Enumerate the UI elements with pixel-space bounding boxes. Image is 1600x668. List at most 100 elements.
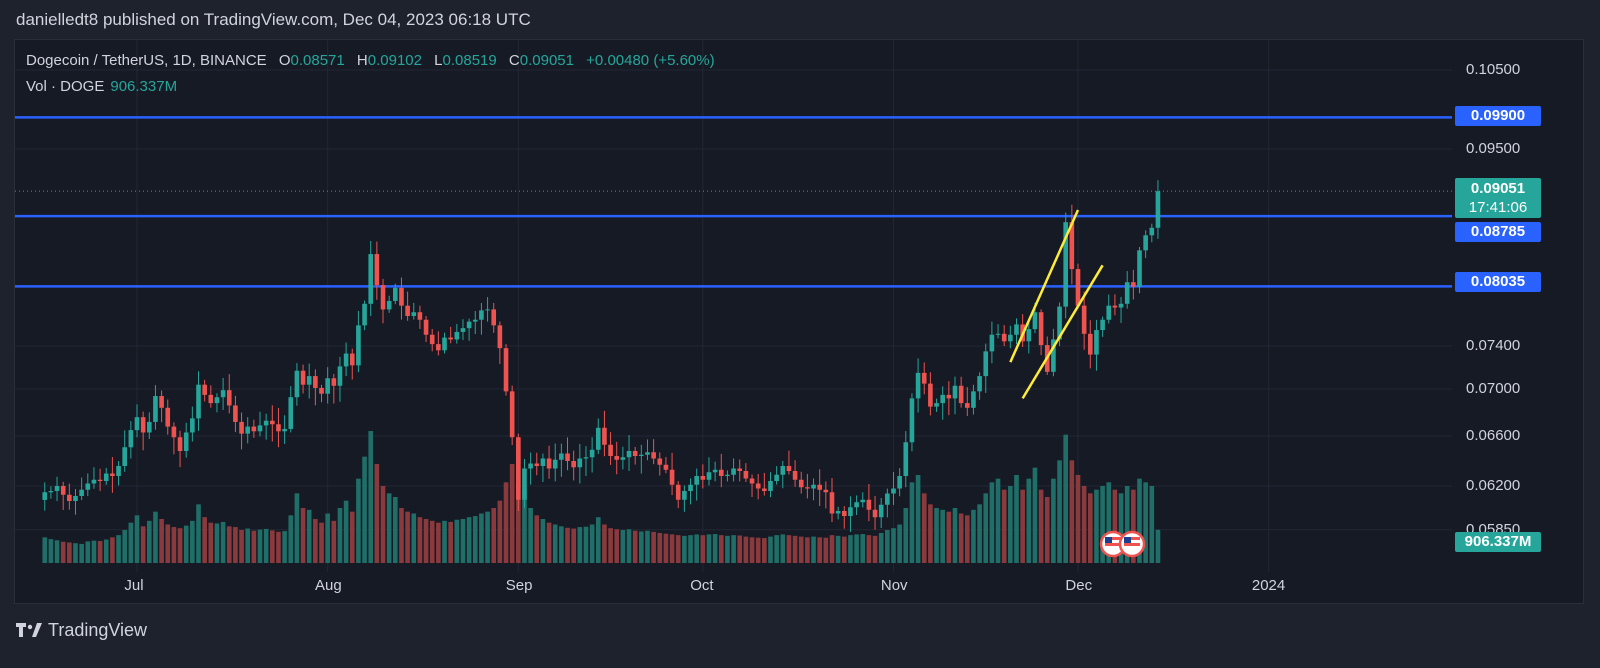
volume-bar [885, 530, 890, 563]
high-value: 0.09102 [367, 52, 422, 69]
volume-bar [442, 520, 447, 563]
candle-body [54, 486, 60, 491]
candle-body [42, 492, 48, 500]
volume-bar [325, 513, 330, 563]
candle-body [934, 403, 939, 407]
x-tick-label: Sep [505, 577, 533, 594]
candle-body [958, 385, 964, 404]
candle-body [522, 468, 527, 500]
candle-body [768, 481, 773, 491]
candle-body [651, 452, 656, 459]
x-tick-label: 2024 [1251, 577, 1286, 594]
volume-bar [768, 536, 773, 563]
volume-bar [786, 535, 792, 563]
candle-body [706, 472, 712, 480]
volume-bar [712, 534, 718, 563]
candle-body [639, 454, 644, 456]
volume-bars [42, 431, 1161, 563]
candle-body [983, 351, 989, 377]
candle-body [325, 378, 330, 394]
candle-body [48, 491, 54, 493]
candle-body [300, 370, 306, 385]
volume-bar [110, 537, 115, 563]
candle-body [288, 397, 294, 429]
grid [15, 40, 1452, 572]
volume-bar [251, 530, 257, 563]
candle-body [134, 417, 140, 431]
candle-body [429, 334, 435, 345]
candle-body [479, 310, 484, 320]
candle-body [190, 418, 195, 433]
candle-body [1069, 222, 1075, 270]
volume-bar [159, 519, 164, 563]
volume-bar [85, 541, 91, 563]
candle-body [306, 376, 312, 385]
high-key: H [356, 52, 368, 69]
volume-bar [497, 500, 503, 563]
volume-bar [300, 508, 306, 563]
volume-bar [626, 529, 632, 563]
volume-bar [214, 523, 220, 563]
channel-line [1009, 209, 1080, 363]
volume-bar [983, 493, 989, 563]
close-key: C [508, 52, 520, 69]
candle-body [140, 417, 146, 433]
candle-body [860, 499, 866, 503]
candle-body [657, 458, 663, 465]
candle-body [928, 383, 933, 407]
low-value: 0.08519 [442, 52, 497, 69]
volume-bar [140, 526, 146, 563]
candle-body [811, 484, 816, 489]
candle-body [823, 489, 829, 493]
volume-bar [190, 520, 195, 563]
candle-body [257, 425, 263, 432]
volume-bar [792, 535, 798, 563]
volume-bar [239, 530, 244, 563]
candle-body [220, 390, 226, 398]
volume-bar [423, 519, 429, 563]
volume-bar [73, 543, 78, 563]
volume-bar [675, 535, 681, 563]
volume-bar [749, 537, 755, 563]
candle-body [1087, 333, 1093, 355]
candle-body [737, 468, 743, 471]
volume-bar [1069, 460, 1075, 563]
y-tick-label: 0.07400 [1466, 337, 1521, 354]
volume-bar [393, 497, 398, 563]
volume-bar [903, 508, 909, 563]
candle-body [110, 473, 115, 476]
volume-bar [897, 524, 902, 563]
candle-body [374, 254, 380, 286]
volume-bar [1137, 478, 1142, 563]
chart-frame[interactable] [14, 39, 1584, 604]
volume-bar [774, 535, 779, 563]
volume-bar [177, 528, 183, 563]
candle-body [276, 424, 281, 432]
candle-body [91, 479, 97, 484]
horizontal-levels [15, 116, 1452, 288]
volume-bar [1106, 482, 1112, 563]
candle-body [946, 394, 952, 399]
x-tick-label: Jul [124, 577, 144, 594]
candle-body [909, 398, 915, 443]
candle-body [1032, 312, 1038, 330]
change-value: +0.00480 (+5.60%) [586, 52, 715, 69]
candle-body [632, 451, 638, 456]
volume-bar [233, 527, 238, 563]
y-tick-label: 0.10500 [1466, 61, 1521, 78]
volume-bar [700, 535, 706, 563]
volume-bar [509, 464, 515, 563]
y-tick-label: 0.09500 [1466, 140, 1521, 157]
volume-bar [405, 511, 410, 563]
volume-bar [331, 520, 337, 563]
volume-bar [534, 515, 540, 563]
volume-bar [91, 540, 97, 563]
volume-bar [805, 537, 810, 563]
tradingview-logo[interactable]: TradingView [16, 620, 147, 641]
candle-body [448, 337, 453, 340]
candle-body [103, 473, 109, 481]
volume-bar [835, 535, 841, 563]
candle-body [1081, 305, 1087, 334]
volume-bar [602, 524, 607, 563]
